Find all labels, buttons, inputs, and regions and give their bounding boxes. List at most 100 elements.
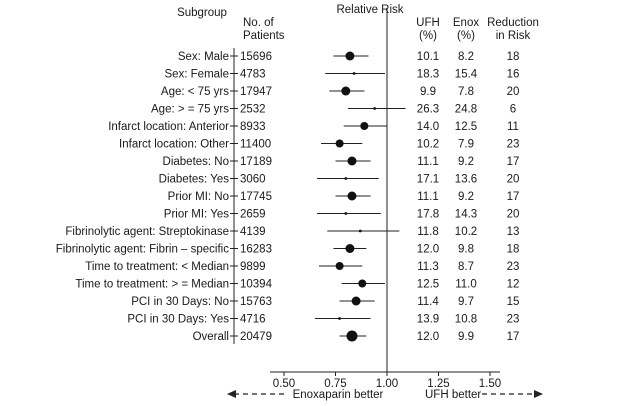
subgroup-label: Fibrinolytic agent: Streptokinase [65,226,229,238]
reduction-value: 20 [507,174,520,186]
ufh-value: 26.3 [417,104,439,116]
point-estimate [351,296,361,306]
patients-value: 4783 [240,69,266,81]
forest-row: Infarct location: Other 11400 10.2 7.9 23 [119,139,519,151]
enox-value: 10.2 [455,226,477,238]
subgroup-label: Time to treatment: > = Median [75,279,229,291]
forest-row: PCI in 30 Days: Yes 4716 13.9 10.8 23 [127,314,519,326]
reduction-value: 20 [507,86,520,98]
point-estimate [360,122,369,130]
x-tick-label: 0.75 [324,378,346,390]
right-arrow-head [534,390,543,398]
subgroup-label: Infarct location: Anterior [108,121,229,133]
patients-value: 17745 [240,191,272,203]
forest-row: PCI in 30 Days: No 15763 11.4 9.7 15 [131,296,519,308]
enox-value: 14.3 [455,209,477,221]
patients-value: 2659 [240,209,266,221]
patients-value: 3060 [240,174,266,186]
subgroup-label: Time to treatment: < Median [85,261,229,273]
enox-value: 12.5 [455,121,477,133]
patients-value: 17189 [240,156,272,168]
reduction-value: 13 [507,226,520,238]
forest-row: Sex: Female 4783 18.3 15.4 16 [164,69,519,81]
enoxaparin-better-label: Enoxaparin better [293,389,384,401]
reduction-value: 23 [507,261,520,273]
forest-row: Fibrinolytic agent: Streptokinase 4139 11.… [65,226,519,238]
reduction-value: 17 [507,331,520,343]
enox-value: 8.7 [458,261,474,273]
ufh-value: 17.8 [417,209,439,221]
ufh-value: 11.1 [417,191,439,203]
forest-row: Fibrinolytic agent: Fibrin – specific 162… [56,244,520,256]
enox-value: 10.8 [455,314,477,326]
patients-header-line1: No. of [243,17,274,29]
reduction-value: 18 [507,51,520,63]
enox-value: 9.2 [458,156,474,168]
forest-row: Overall 20479 12.0 9.9 17 [193,330,520,343]
ufh-value: 13.9 [417,314,439,326]
patients-value: 17947 [240,86,272,98]
enox-value: 11.0 [455,279,477,291]
point-estimate [335,139,344,148]
subgroup-label: Infarct location: Other [119,139,229,151]
forest-row: Age: < 75 yrs 17947 9.9 7.8 20 [161,86,519,98]
reduction-value: 17 [507,191,520,203]
reduction-value: 15 [507,296,520,308]
patients-value: 16283 [240,244,272,256]
subgroup-label: Sex: Male [178,51,229,63]
ufh-value: 11.3 [417,261,439,273]
enox-value: 9.2 [458,191,474,203]
subgroup-header: Subgroup [177,7,227,19]
subgroup-label: Diabetes: Yes [159,174,230,186]
x-tick-label: 1.25 [427,378,449,390]
ufh-value: 10.1 [417,51,439,63]
patients-value: 4139 [240,226,266,238]
forest-row: Sex: Male 15696 10.1 8.2 18 [178,51,520,63]
x-axis: 0.50 0.75 1.00 1.25 1.50 [270,371,501,390]
reduction-value: 17 [507,156,520,168]
enox-value: 7.8 [458,86,474,98]
ufh-value: 10.2 [417,139,439,151]
forest-row: Diabetes: Yes 3060 17.1 13.6 20 [159,174,520,186]
forest-row: Age: > = 75 yrs 2532 26.3 24.8 6 [151,104,516,116]
reduction-value: 23 [507,139,520,151]
ufh-header-line1: UFH [416,17,440,29]
point-estimate [345,244,355,253]
axis-direction-labels: Enoxaparin better UFH better [227,389,543,401]
subgroup-label: Fibrinolytic agent: Fibrin – specific [56,244,229,256]
subgroup-label: PCI in 30 Days: Yes [127,314,229,326]
ufh-better-label: UFH better [425,389,481,401]
patients-value: 9899 [240,261,266,273]
subgroup-label: Prior MI: Yes [164,209,229,221]
enox-value: 9.7 [458,296,474,308]
relative-risk-header: Relative Risk [336,4,403,16]
ufh-value: 12.0 [417,244,439,256]
point-estimate [347,191,357,201]
reduction-header-line1: Reduction [487,17,539,29]
subgroup-label: Age: < 75 yrs [161,86,229,98]
enox-header-line2: (%) [457,30,475,42]
ufh-value: 12.0 [417,331,439,343]
patients-value: 8933 [240,121,266,133]
point-estimate [344,177,348,180]
patients-header-line2: Patients [243,30,285,42]
enox-value: 24.8 [455,104,477,116]
patients-value: 20479 [240,331,272,343]
subgroup-label: Prior MI: No [168,191,229,203]
x-tick-label: 1.00 [376,378,398,390]
point-estimate [335,262,344,270]
ufh-value: 11.1 [417,156,439,168]
reduction-value: 6 [510,104,516,116]
ufh-value: 17.1 [417,174,439,186]
ufh-value: 12.5 [417,279,439,291]
forest-row: Prior MI: No 17745 11.1 9.2 17 [168,191,520,203]
ufh-value: 9.9 [420,86,436,98]
ufh-value: 11.4 [417,296,439,308]
enox-value: 13.6 [455,174,477,186]
reduction-value: 11 [507,121,519,133]
subgroup-label: PCI in 30 Days: No [131,296,229,308]
ufh-value: 14.0 [417,121,439,133]
subgroup-label: Overall [193,331,229,343]
point-estimate [347,156,357,166]
ufh-header-line2: (%) [419,30,437,42]
